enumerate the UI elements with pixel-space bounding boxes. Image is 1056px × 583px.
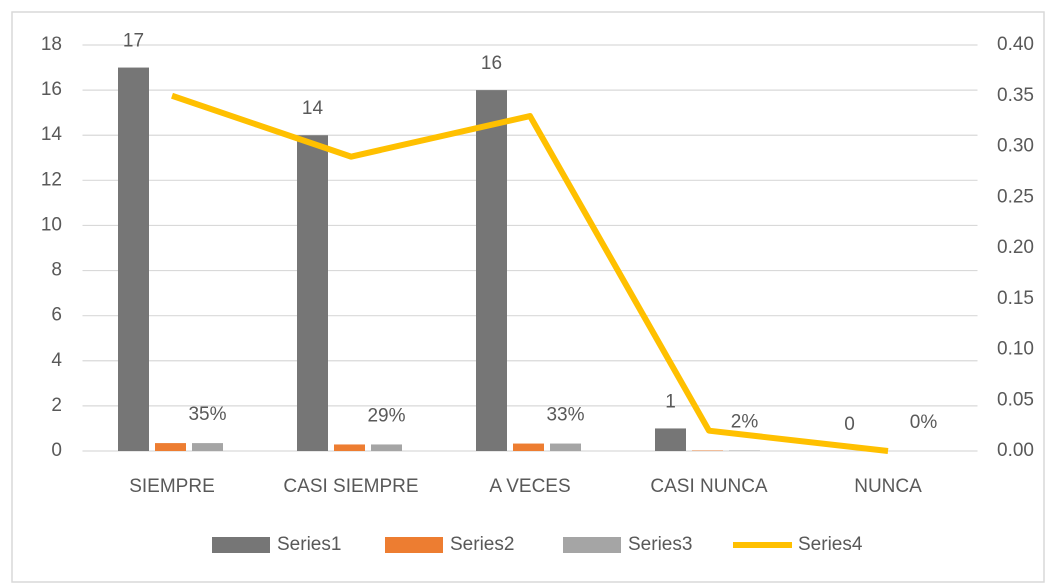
y-tick-label: 12 <box>41 169 62 190</box>
y-tick-label: 6 <box>51 305 62 326</box>
y2-tick-label: 0.00 <box>997 440 1034 461</box>
y2-tick-label: 0.15 <box>997 288 1034 309</box>
y2-tick-label: 0.25 <box>997 186 1034 207</box>
y2-tick-label: 0.40 <box>997 34 1034 55</box>
value-label: 17 <box>123 31 144 52</box>
y2-tick-label: 0.30 <box>997 136 1034 157</box>
x-tick-label: NUNCA <box>854 476 922 497</box>
legend-swatch <box>563 537 621 553</box>
y-tick-label: 4 <box>51 350 62 371</box>
line-series <box>171 92 889 454</box>
bar <box>155 443 186 451</box>
bar <box>476 90 507 451</box>
x-tick-label: A VECES <box>489 476 570 497</box>
legend-label: Series2 <box>450 534 514 555</box>
x-tick-label: SIEMPRE <box>129 476 215 497</box>
legend-swatch <box>212 537 270 553</box>
x-tick-label: CASI NUNCA <box>650 476 768 497</box>
y2-tick-label: 0.10 <box>997 339 1034 360</box>
x-tick-label: CASI SIEMPRE <box>283 476 418 497</box>
value-label: 16 <box>481 53 502 74</box>
value-label: 35% <box>188 404 226 425</box>
value-label: 1 <box>665 391 676 412</box>
bar <box>655 428 686 451</box>
y2-tick-label: 0.35 <box>997 85 1034 106</box>
value-label: 14 <box>302 98 324 119</box>
y-tick-label: 2 <box>51 395 62 416</box>
value-label: 0 <box>844 414 855 435</box>
value-label: 2% <box>731 412 759 433</box>
legend-label: Series1 <box>277 534 341 555</box>
value-label: 33% <box>546 405 584 426</box>
bar <box>118 67 149 452</box>
bar <box>513 443 544 451</box>
y2-tick-label: 0.05 <box>997 389 1034 410</box>
legend-swatch <box>385 537 443 553</box>
bar <box>550 443 581 451</box>
y-tick-label: 10 <box>41 214 62 235</box>
y-tick-label: 14 <box>41 124 63 145</box>
bar <box>334 444 365 451</box>
legend-label: Series3 <box>628 534 692 555</box>
bar <box>371 444 402 451</box>
y2-tick-label: 0.20 <box>997 237 1034 258</box>
bar <box>297 135 328 451</box>
legend-label: Series4 <box>798 534 863 555</box>
value-label: 29% <box>367 405 405 426</box>
chart-border <box>11 11 1045 583</box>
y-tick-label: 16 <box>41 79 62 100</box>
y-tick-label: 18 <box>41 34 62 55</box>
y-tick-label: 8 <box>51 260 62 281</box>
y-tick-label: 0 <box>51 440 62 461</box>
bar <box>192 443 223 451</box>
value-label: 0% <box>910 412 938 433</box>
